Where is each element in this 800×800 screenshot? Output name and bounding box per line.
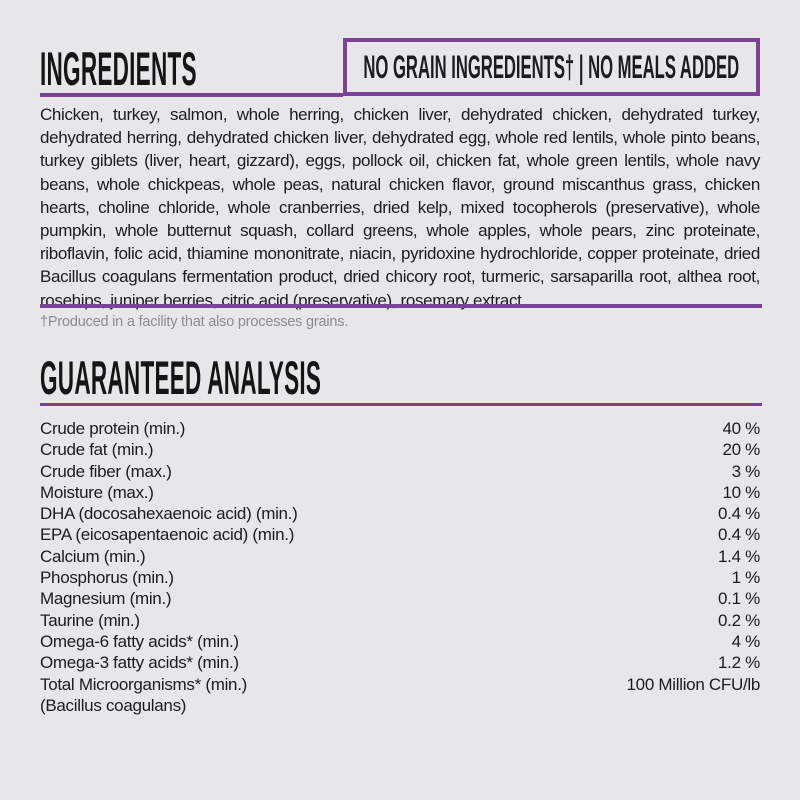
ingredients-section-title-text: INGREDIENTS [40,42,197,95]
nutrient-row: Total Microorganisms* (min.) 100 Million… [40,675,760,696]
guaranteed-analysis-heading-rule [40,403,762,406]
guaranteed-analysis-section-title-text: GUARANTEED ANALYSIS [40,351,322,404]
nutrient-label: Total Microorganisms* (min.) [40,674,247,694]
nutrient-row: Omega-3 fatty acids* (min.) 1.2 % [40,653,760,674]
nutrient-row: Moisture (max.) 10 % [40,483,760,504]
nutrient-label: Moisture (max.) [40,482,154,502]
nutrient-value: 10 % [722,482,760,502]
nutrient-value: 1.2 % [718,653,760,673]
nutrient-value: 0.4 % [718,525,760,545]
nutrient-label: Omega-6 fatty acids* (min.) [40,631,239,651]
guaranteed-analysis-table: Crude protein (min.) 40 % Crude fat (min… [40,419,760,717]
nutrient-row: Crude protein (min.) 40 % [40,419,760,440]
nutrient-row: DHA (docosahexaenoic acid) (min.) 0.4 % [40,504,760,525]
nutrient-row: Phosphorus (min.) 1 % [40,568,760,589]
ingredients-list-paragraph: Chicken, turkey, salmon, whole herring, … [40,105,760,310]
nutrient-row: Magnesium (min.) 0.1 % [40,589,760,610]
guaranteed-analysis-section-title: GUARANTEED ANALYSIS [40,354,626,401]
ingredients-heading-rule [40,93,343,97]
nutrient-label: Phosphorus (min.) [40,568,174,588]
nutrient-label: Calcium (min.) [40,546,146,566]
nutrient-value: 0.4 % [718,504,760,524]
nutrient-label: (Bacillus coagulans) [40,695,187,715]
no-grain-badge-label: NO GRAIN INGREDIENTS† | NO MEALS ADDED [363,48,740,85]
ingredients-section-title: INGREDIENTS [40,45,367,92]
nutrient-label: Crude fat (min.) [40,440,154,460]
nutrient-row: Crude fat (min.) 20 % [40,440,760,461]
nutrient-label: Taurine (min.) [40,610,140,630]
nutrient-value: 20 % [722,440,760,460]
nutrient-label: Magnesium (min.) [40,589,172,609]
nutrient-label: Crude protein (min.) [40,419,186,438]
nutrient-value: 3 % [731,461,761,481]
nutrient-row: (Bacillus coagulans) [40,696,760,717]
nutrient-label: DHA (docosahexaenoic acid) (min.) [40,504,298,524]
no-grain-badge: NO GRAIN INGREDIENTS† | NO MEALS ADDED [343,38,760,96]
nutrient-value: 100 Million CFU/lb [626,674,761,694]
nutrient-row: EPA (eicosapentaenoic acid) (min.) 0.4 % [40,525,760,546]
nutrient-row: Calcium (min.) 1.4 % [40,547,760,568]
nutrient-value: 1 % [731,568,761,588]
grain-facility-footnote: †Produced in a facility that also proces… [40,314,349,330]
nutrient-value: 0.2 % [718,610,760,630]
nutrient-value: 1.4 % [718,546,760,566]
nutrient-row: Taurine (min.) 0.2 % [40,611,760,632]
footnote-divider-rule [40,304,762,308]
nutrient-label: Omega-3 fatty acids* (min.) [40,653,239,673]
nutrient-row: Omega-6 fatty acids* (min.) 4 % [40,632,760,653]
nutrient-value: 0.1 % [718,589,760,609]
nutrient-row: Crude fiber (max.) 3 % [40,462,760,483]
nutrient-value: 4 % [731,631,761,651]
nutrient-label: Crude fiber (max.) [40,461,172,481]
nutrient-value: 40 % [722,419,760,438]
nutrient-label: EPA (eicosapentaenoic acid) (min.) [40,525,295,545]
